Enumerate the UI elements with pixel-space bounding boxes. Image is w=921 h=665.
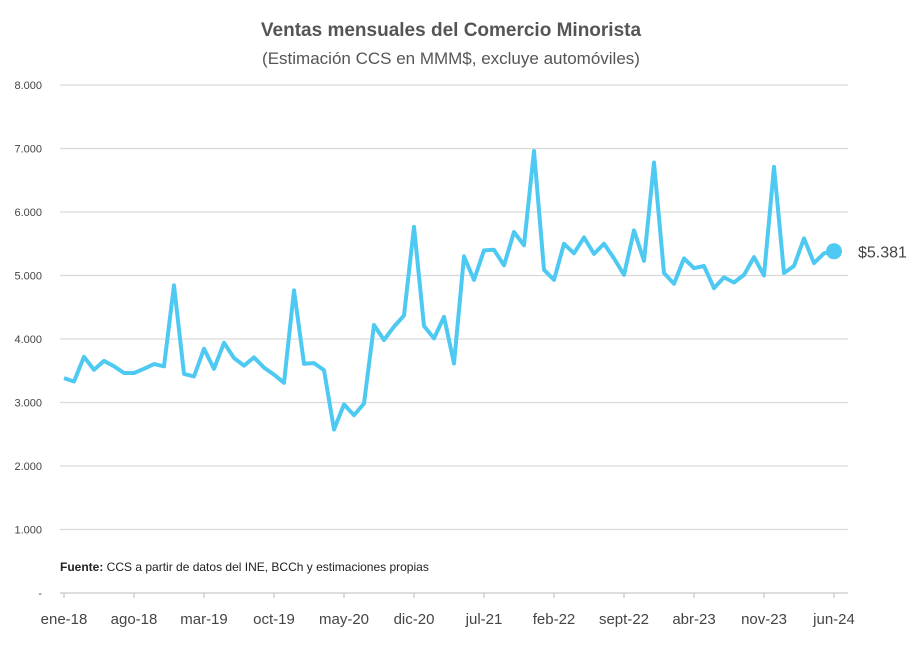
y-tick-label: 1.000 (14, 525, 42, 537)
x-tick-label: jun-24 (812, 611, 855, 628)
end-point-marker (826, 243, 842, 260)
x-tick-label: dic-20 (394, 611, 435, 628)
y-tick-label: - (38, 588, 42, 600)
y-tick-label: 6.000 (14, 207, 42, 219)
x-tick-label: feb-22 (533, 611, 576, 628)
source-note: Fuente: CCS a partir de datos del INE, B… (60, 560, 429, 574)
y-tick-label: 8.000 (14, 80, 42, 92)
x-tick-label: ago-18 (111, 611, 158, 628)
y-axis: - 1.000 2.000 3.000 4.000 5.000 6.000 7.000 8.00… (14, 80, 42, 600)
end-value-label: $5.381 (858, 244, 907, 261)
gridlines (60, 84, 848, 531)
y-tick-label: 7.000 (14, 144, 42, 156)
source-text: CCS a partir de datos del INE, BCCh y es… (103, 560, 428, 574)
x-tick-label: nov-23 (741, 611, 787, 628)
source-label: Fuente: (60, 560, 103, 574)
x-axis: ene-18 ago-18 mar-19 oct-19 may-20 dic-20 jul-… (41, 592, 855, 628)
chart-subtitle: (Estimación CCS en MMM$, excluye automóv… (262, 49, 640, 68)
chart-title: Ventas mensuales del Comercio Minorista (261, 20, 642, 41)
y-tick-label: 3.000 (14, 398, 42, 410)
y-tick-label: 4.000 (14, 334, 42, 346)
x-tick-label: oct-19 (253, 611, 295, 628)
x-tick-label: jul-21 (465, 611, 503, 628)
x-tick-label: sept-22 (599, 611, 649, 628)
y-tick-label: 2.000 (14, 461, 42, 473)
x-tick-label: may-20 (319, 611, 369, 628)
x-tick-label: abr-23 (672, 611, 715, 628)
x-tick-label: mar-19 (180, 611, 228, 628)
x-tick-label: ene-18 (41, 611, 88, 628)
y-tick-label: 5.000 (14, 271, 42, 283)
series-line (63, 149, 835, 432)
